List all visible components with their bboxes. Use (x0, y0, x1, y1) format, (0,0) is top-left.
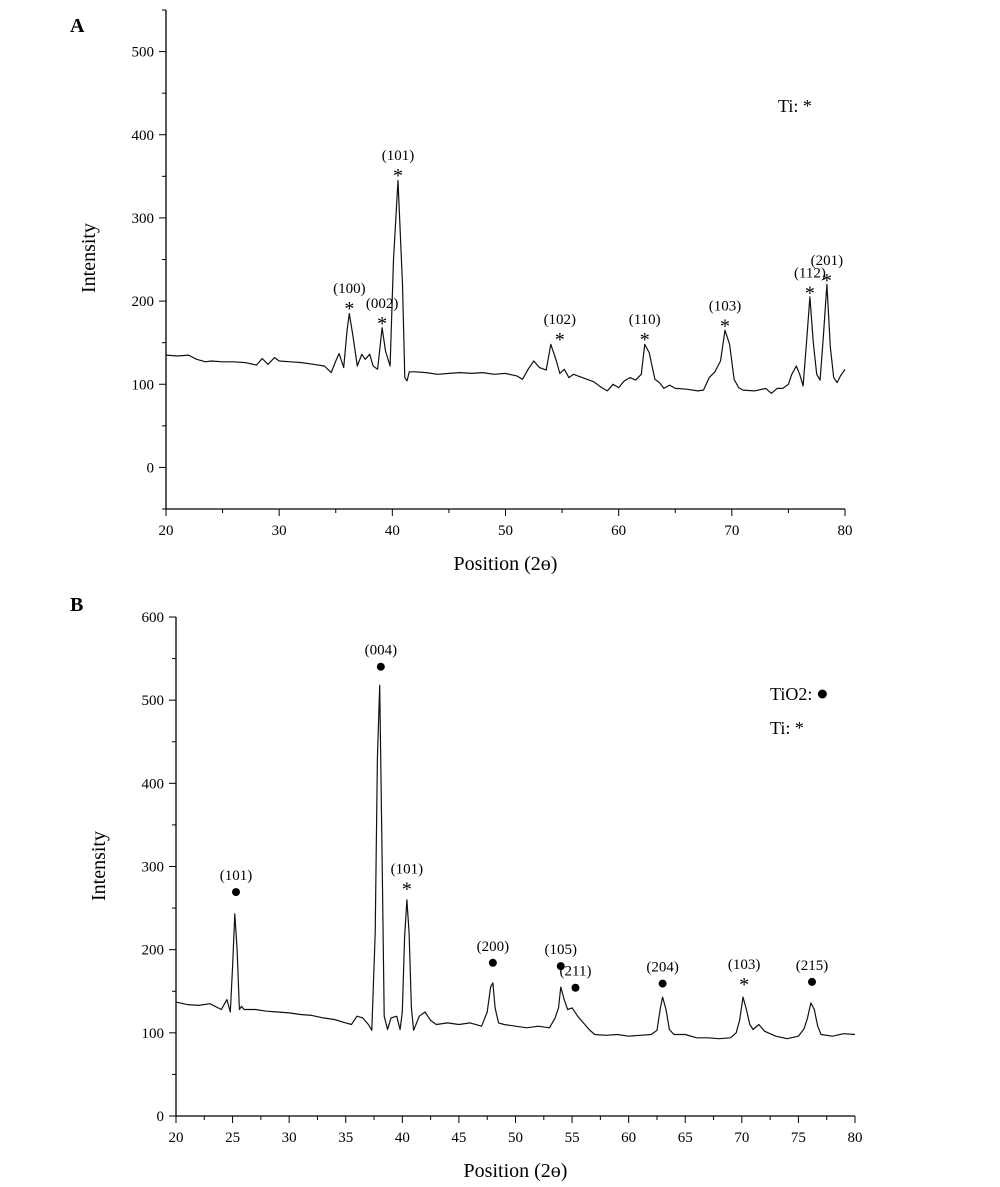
peak-annotation: *(100) (333, 281, 366, 320)
peak-miller-index-label: (200) (477, 939, 510, 955)
ti-peak-marker: * (555, 329, 565, 351)
peak-miller-index-label: (201) (811, 253, 844, 269)
x-tick-label: 30 (282, 1130, 297, 1146)
x-tick-label: 65 (678, 1130, 693, 1146)
y-tick-label: 400 (142, 776, 165, 792)
peak-annotation: *(201) (811, 253, 844, 292)
x-tick-label: 40 (385, 523, 400, 539)
x-axis-title: Position (2ɵ) (454, 553, 558, 575)
x-tick-label: 25 (225, 1130, 240, 1146)
peak-miller-index-label: (100) (333, 281, 366, 297)
peak-miller-index-label: (102) (544, 312, 577, 328)
x-tick-label: 50 (508, 1130, 523, 1146)
x-tick-label: 70 (734, 1130, 749, 1146)
x-tick-label: 35 (338, 1130, 353, 1146)
peak-miller-index-label: (105) (545, 942, 578, 958)
panel-label: A (70, 15, 85, 37)
peak-annotation: (004) (365, 643, 398, 671)
x-tick-label: 80 (848, 1130, 863, 1146)
tio2-peak-marker (571, 983, 580, 992)
peak-miller-index-label: (004) (365, 643, 398, 659)
y-tick-label: 500 (132, 45, 155, 61)
tio2-peak-marker (807, 977, 816, 986)
ti-peak-marker: * (402, 878, 412, 900)
tio2-peak-marker (556, 962, 565, 971)
ti-peak-marker: * (739, 974, 749, 996)
xrd-pattern-line (175, 684, 856, 1040)
peak-miller-index-label: (204) (646, 960, 679, 976)
legend-entry: Ti: * (778, 96, 812, 116)
ti-peak-marker: * (377, 313, 387, 335)
peak-annotation: (200) (477, 939, 510, 967)
y-tick-label: 100 (142, 1026, 165, 1042)
peak-annotation: *(002) (366, 296, 399, 335)
xrd-pattern-line (165, 179, 846, 394)
panel-label: B (70, 594, 83, 616)
x-tick-label: 55 (565, 1130, 580, 1146)
peak-annotation: *(103) (728, 957, 761, 996)
peak-annotation: *(112) (794, 265, 826, 304)
peak-miller-index-label: (101) (382, 148, 415, 164)
y-tick-label: 300 (132, 211, 155, 227)
y-tick-label: 400 (132, 128, 155, 144)
tio2-peak-marker (376, 662, 385, 671)
ti-peak-marker: * (720, 316, 730, 338)
peak-miller-index-label: (101) (391, 861, 424, 877)
ti-peak-marker: * (344, 298, 354, 320)
ti-peak-marker: * (805, 282, 815, 304)
peak-miller-index-label: (103) (728, 957, 761, 973)
peak-annotation: *(102) (544, 312, 577, 351)
peak-miller-index-label: (101) (220, 868, 253, 884)
tio2-peak-marker (231, 888, 240, 897)
ti-peak-marker: * (393, 165, 403, 187)
legend-entry: TiO2: (770, 684, 812, 704)
x-tick-label: 40 (395, 1130, 410, 1146)
y-axis-title: Intensity (78, 223, 100, 293)
tio2-peak-marker (488, 958, 497, 967)
ti-peak-marker: * (640, 329, 650, 351)
y-tick-label: 0 (147, 460, 155, 476)
peak-annotation: (204) (646, 960, 679, 988)
peak-miller-index-label: (215) (796, 958, 829, 974)
x-tick-label: 50 (498, 523, 513, 539)
x-tick-label: 45 (451, 1130, 466, 1146)
y-axis-title: Intensity (88, 831, 110, 901)
chart-panel-a: A 0 100 200 300 400 500 20 30 40 50 60 70 80 Position … (70, 9, 853, 575)
peak-annotation: *(103) (709, 299, 742, 338)
legend-tio2-marker (817, 689, 827, 699)
x-tick-label: 20 (159, 523, 174, 539)
y-tick-label: 200 (142, 943, 165, 959)
peak-annotation: (215) (796, 958, 829, 986)
peak-annotation: *(101) (391, 861, 424, 900)
peak-annotation: (211) (560, 964, 592, 992)
peak-annotation: *(101) (382, 148, 415, 187)
tio2-peak-marker (658, 979, 667, 988)
x-tick-label: 80 (838, 523, 853, 539)
x-tick-label: 70 (724, 523, 739, 539)
x-tick-label: 30 (272, 523, 287, 539)
y-tick-label: 500 (142, 693, 165, 709)
y-tick-label: 300 (142, 860, 165, 876)
chart-panel-b: B 0 100 200 300 400 500 600 20 25 30 35 40 45 50 55 60 65… (70, 594, 863, 1182)
legend-entry: Ti: * (770, 718, 804, 738)
x-tick-label: 60 (621, 1130, 636, 1146)
y-tick-label: 600 (142, 610, 165, 626)
y-tick-label: 100 (132, 377, 155, 393)
peak-annotation: (101) (220, 868, 253, 897)
peak-miller-index-label: (110) (629, 312, 661, 328)
x-tick-label: 75 (791, 1130, 806, 1146)
y-tick-label: 0 (157, 1109, 165, 1125)
x-axis-title: Position (2ɵ) (464, 1160, 568, 1182)
peak-annotation: *(110) (629, 312, 661, 351)
x-tick-label: 20 (169, 1130, 184, 1146)
x-tick-label: 60 (611, 523, 626, 539)
peak-miller-index-label: (103) (709, 299, 742, 315)
y-tick-label: 200 (132, 294, 155, 310)
ti-peak-marker: * (822, 270, 832, 292)
peak-miller-index-label: (002) (366, 296, 399, 312)
peak-miller-index-label: (112) (794, 265, 826, 281)
peak-miller-index-label: (211) (560, 964, 592, 980)
peak-annotation: (105) (545, 942, 578, 971)
